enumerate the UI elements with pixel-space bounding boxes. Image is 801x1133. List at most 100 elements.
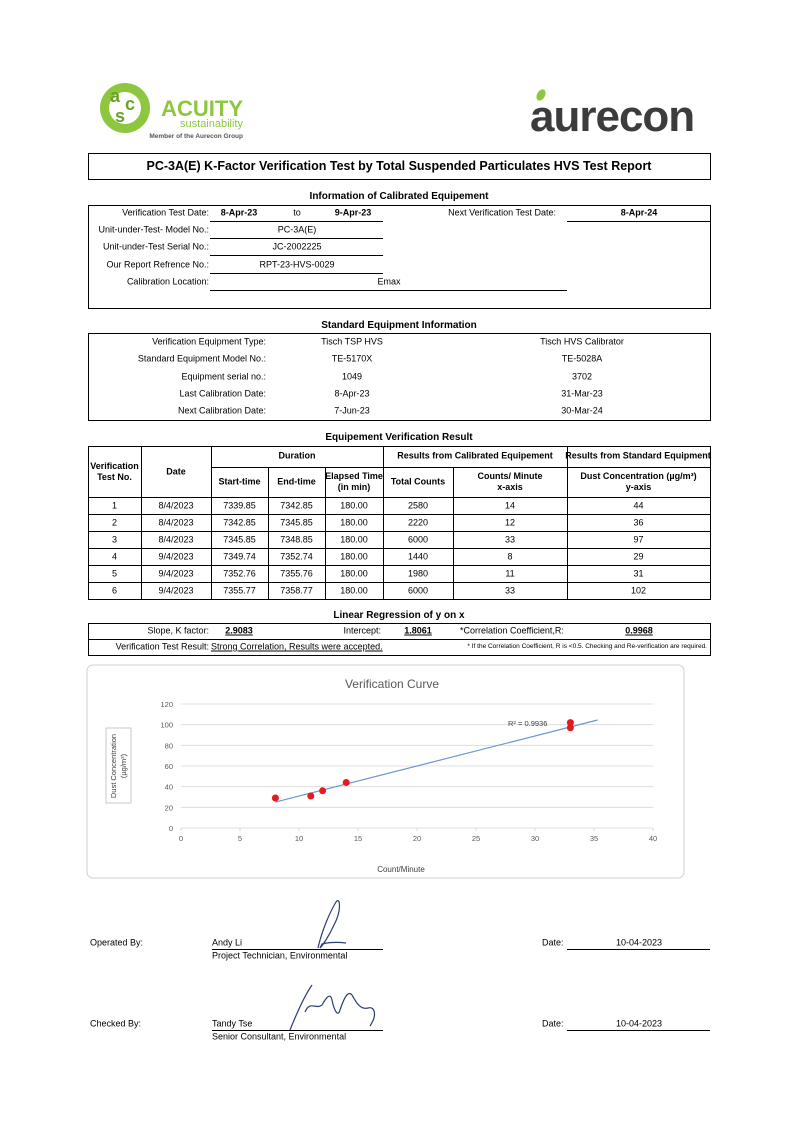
table-cell: 7342.85: [280, 500, 313, 510]
table-cell: 5: [111, 568, 118, 578]
rule: [567, 221, 710, 222]
table-cell: 180.00: [340, 534, 368, 544]
signature-stroke: [317, 900, 347, 949]
table-cell: 8: [507, 551, 513, 561]
text: Calibration Location:: [126, 276, 209, 287]
section-heading: Standard Equipment Information: [321, 320, 477, 331]
table-header: Results from Standard Equipment: [565, 450, 711, 461]
table-cell: 9/4/2023: [158, 568, 194, 578]
result-table: [88, 446, 711, 600]
text: JC-2002225: [272, 241, 322, 252]
signer-name: Andy Li: [212, 937, 243, 948]
table-header: Duration: [278, 450, 316, 461]
cell-border: [88, 531, 710, 532]
table-cell: 8/4/2023: [158, 500, 194, 510]
table-header: Total Counts: [390, 476, 446, 487]
section-heading: Linear Regression of y on x: [333, 610, 465, 621]
text: Date:: [542, 937, 564, 948]
table-cell: 29: [633, 551, 644, 561]
table-cell: 102: [630, 585, 647, 595]
cell-border: [268, 467, 269, 599]
point: [566, 724, 574, 732]
text: to: [293, 207, 301, 218]
x-tick-label: 0: [179, 834, 183, 843]
table-cell: 7352.76: [223, 568, 256, 578]
trendline-label: R² = 0.9936: [508, 719, 547, 728]
logo-letter: a: [110, 86, 121, 106]
tagline: sustainability: [180, 118, 243, 130]
cell-border: [88, 497, 710, 498]
y-tick-label: 100: [160, 721, 173, 730]
x-axis-title: Count/Minute: [377, 865, 425, 874]
table-cell: 8/4/2023: [158, 534, 194, 544]
text: 8-Apr-24: [620, 207, 658, 218]
cell-border: [211, 446, 212, 599]
text: 1.8061: [404, 625, 432, 636]
text: TE-5028A: [561, 353, 603, 364]
table-cell: 7345.85: [280, 517, 313, 527]
signer-position: Senior Consultant, Environmental: [212, 1031, 347, 1042]
cell-border: [141, 446, 142, 599]
partner-logo: aurecon: [530, 92, 694, 141]
table-cell: 7349.74: [223, 551, 256, 561]
table-cell: 7345.85: [223, 534, 256, 544]
point: [342, 779, 350, 787]
text: 31-Mar-23: [561, 388, 603, 399]
text: Next Calibration Date:: [177, 405, 266, 416]
table-cell: 7339.85: [223, 500, 256, 510]
table-cell: 2580: [407, 500, 429, 510]
text: Last Calibration Date:: [179, 388, 266, 399]
table-header: End-time: [277, 476, 316, 487]
rule: [212, 1030, 383, 1031]
table-header: Start-time: [218, 476, 261, 487]
cell-border: [88, 514, 710, 515]
signature-role: Checked By:: [90, 1018, 142, 1029]
member: Member of the Aurecon Group: [149, 133, 243, 140]
text: *Correlation Coefficient,R:: [460, 625, 564, 636]
table-cell: 6000: [407, 534, 429, 544]
text: 0.9968: [625, 625, 653, 636]
y-axis-title: Dust Concentration: [109, 734, 118, 798]
table-cell: 3: [111, 534, 118, 544]
text: Intercept:: [343, 625, 381, 636]
table-cell: 9/4/2023: [158, 551, 194, 561]
x-tick-label: 20: [413, 834, 421, 843]
cell-border: [211, 467, 710, 468]
table-cell: 8/4/2023: [158, 517, 194, 527]
table-cell: 33: [504, 534, 516, 544]
rule: [210, 290, 567, 291]
table-header: Counts/ Minute x-axis: [477, 471, 543, 492]
signer-name: Tandy Tse: [212, 1018, 253, 1029]
text: 9-Apr-23: [334, 207, 372, 218]
table-header: Results from Calibrated Equipement: [397, 450, 553, 461]
table-header: Elapsed Time (in min): [325, 471, 383, 492]
table-cell: 2: [111, 517, 118, 527]
logo-letter: c: [125, 94, 135, 114]
point: [307, 792, 315, 800]
cell-border: [383, 446, 384, 599]
standard-box: [88, 333, 711, 421]
x-tick-label: 35: [590, 834, 598, 843]
table-cell: 1440: [407, 551, 429, 561]
table-cell: 44: [633, 500, 644, 510]
text: Our Report Refrence No.:: [106, 259, 209, 270]
text: RPT-23-HVS-0029: [259, 259, 335, 270]
text: Unit-under-Test- Model No.:: [98, 224, 209, 235]
text: Standard Equipment Model No.:: [137, 353, 266, 364]
x-tick-label: 15: [354, 834, 362, 843]
table-cell: 12: [504, 517, 516, 527]
table-cell: 9/4/2023: [158, 585, 194, 595]
calibrated-box: [88, 205, 711, 309]
cell-border: [453, 467, 454, 599]
table-cell: 97: [633, 534, 644, 544]
cell-border: [88, 548, 710, 549]
text: Emax: [377, 276, 401, 287]
text: 8-Apr-23: [220, 207, 258, 218]
text: Strong Correlation, Results were accepte…: [211, 641, 383, 652]
title-box: [88, 153, 711, 180]
rule: [210, 238, 383, 239]
point: [319, 787, 327, 795]
table-cell: 180.00: [340, 500, 368, 510]
chart-frame: [86, 664, 685, 879]
